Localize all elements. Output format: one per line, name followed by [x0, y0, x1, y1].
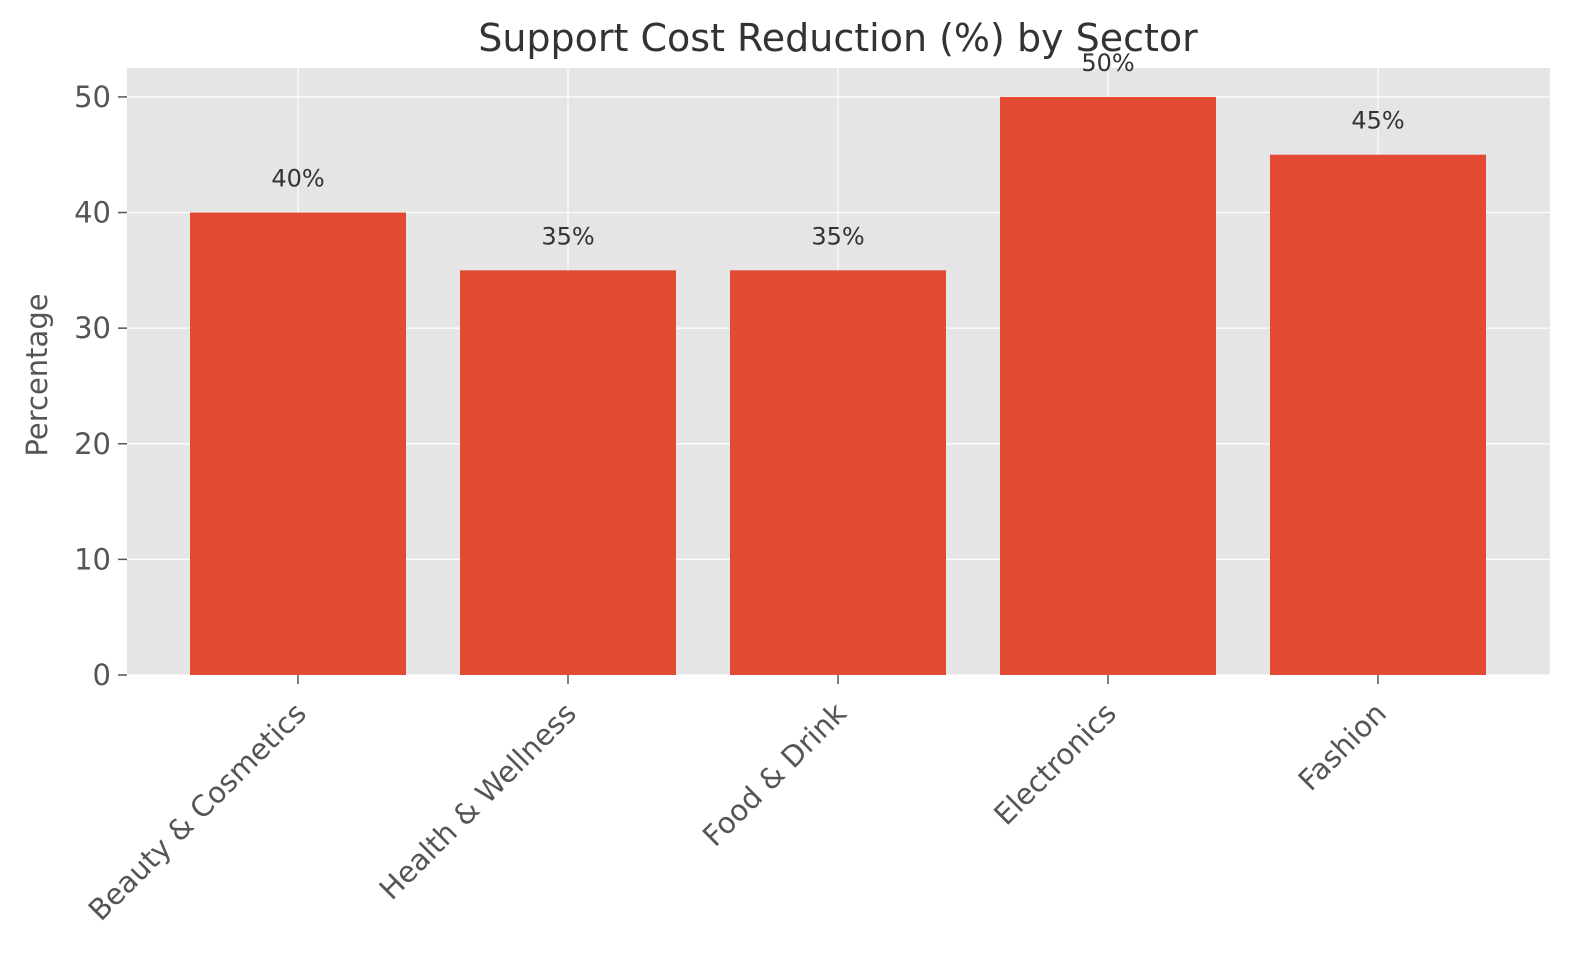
data-label: 35% [541, 222, 594, 250]
y-tick-label: 50 [74, 80, 111, 114]
bar [1270, 154, 1486, 675]
data-label: 40% [271, 165, 324, 193]
data-label: 50% [1081, 49, 1134, 77]
y-tick-label: 40 [74, 196, 111, 230]
bar [730, 270, 946, 675]
bar [1000, 96, 1216, 675]
y-tick-label: 20 [74, 427, 111, 461]
bar [460, 270, 676, 675]
bars [190, 96, 1486, 675]
x-tick-label: Fashion [1292, 696, 1393, 797]
data-labels: 40% 35% 35% 50% 45% [271, 49, 1404, 250]
y-tick-label: 10 [74, 542, 111, 576]
data-label: 35% [811, 222, 864, 250]
y-tick-label: 30 [74, 311, 111, 345]
data-label: 45% [1351, 107, 1404, 135]
x-tick-label: Food & Drink [696, 696, 853, 853]
y-axis-label: Percentage [20, 293, 54, 456]
bar [190, 212, 406, 675]
x-tick-label: Health & Wellness [372, 696, 582, 906]
y-tick-label: 0 [93, 658, 111, 692]
x-tick-label: Electronics [987, 696, 1123, 832]
chart-title: Support Cost Reduction (%) by Sector [478, 16, 1198, 60]
x-tick-label: Beauty & Cosmetics [82, 696, 313, 927]
